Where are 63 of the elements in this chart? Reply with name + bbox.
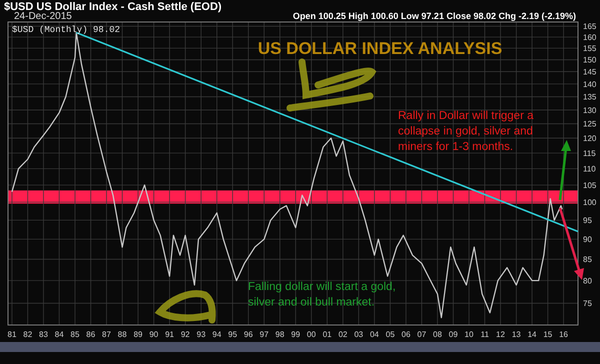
x-tick-label: 98 (275, 330, 285, 339)
x-tick-label: 95 (228, 330, 238, 339)
y-tick-label: 125 (583, 120, 597, 129)
x-tick-label: 04 (370, 330, 380, 339)
y-tick-label: 155 (583, 44, 597, 53)
x-tick-label: 92 (180, 330, 190, 339)
y-tick-label: 80 (583, 276, 592, 286)
x-tick-label: 00 (306, 330, 316, 339)
y-tick-label: 100 (583, 198, 597, 207)
x-tick-label: 83 (39, 330, 48, 339)
chart-subtitle: $USD US Dollar Index - Cash Settle (EOD) (4, 1, 222, 13)
y-tick-label: 105 (583, 180, 597, 190)
x-tick-label: 06 (402, 330, 411, 339)
x-tick-label: 02 (338, 330, 348, 339)
y-tick-label: 110 (583, 164, 596, 174)
x-tick-label: 99 (291, 330, 301, 339)
y-tick-label: 115 (583, 148, 596, 158)
y-tick-label: 85 (583, 255, 592, 264)
y-tick-label: 140 (583, 80, 597, 89)
x-tick-label: 12 (496, 330, 506, 339)
x-tick-label: 96 (244, 330, 254, 339)
x-tick-label: 97 (260, 330, 270, 339)
x-tick-label: 91 (165, 330, 175, 339)
x-tick-label: 81 (8, 330, 17, 339)
x-tick-label: 87 (102, 330, 112, 339)
x-tick-label: 09 (448, 330, 458, 339)
x-tick-label: 94 (212, 330, 222, 339)
x-tick-label: 05 (386, 330, 396, 339)
line-series (11, 32, 563, 318)
x-tick-label: 15 (543, 330, 553, 339)
x-tick-label: 13 (512, 330, 522, 339)
x-tick-label: 88 (118, 330, 128, 339)
annotation: $USD (Monthly) 98.02 (12, 25, 120, 35)
y-tick-label: 160 (583, 32, 597, 42)
x-tick-label: 11 (480, 330, 490, 339)
annotation: Falling dollar will start a gold, silver and oil bull market. (248, 281, 396, 309)
text: US DOLLAR INDEX ANALYSIS (258, 39, 502, 58)
y-tick-label: 130 (583, 106, 597, 115)
x-tick-label: 14 (528, 330, 538, 339)
x-tick-label: 90 (149, 330, 159, 339)
x-tick-label: 93 (196, 330, 206, 339)
x-tick-label: 85 (70, 330, 80, 339)
x-tick-label: 07 (417, 330, 427, 339)
y-tick-label: 145 (583, 67, 597, 76)
annotation: 24-Dec-2015 (14, 11, 72, 22)
x-tick-label: 84 (54, 330, 64, 339)
x-tick-label: 86 (86, 330, 96, 339)
x-tick-label: 01 (322, 330, 332, 339)
annotation: Rally in Dollar will trigger a collapse in gold, silver and miners for 1-3 months. (398, 110, 534, 154)
x-tick-label: 89 (134, 330, 144, 339)
y-tick-label: 95 (583, 216, 592, 226)
text: Open 100.25 High 100.60 Low 97.21 Close 98.02 Chg -2.19 (-2.19%) (292, 11, 576, 21)
x-tick-label: 08 (433, 330, 442, 339)
x-tick-label: 16 (559, 330, 569, 339)
y-tick-label: 165 (583, 22, 597, 32)
x-tick-label: 82 (23, 330, 33, 339)
y-tick-label: 135 (583, 92, 597, 102)
x-tick-label: 10 (464, 330, 474, 339)
y-tick-label: 75 (583, 299, 592, 308)
y-tick-label: 150 (583, 56, 597, 65)
y-tick-label: 90 (583, 235, 592, 244)
y-tick-label: 120 (583, 134, 597, 143)
x-tick-label: 03 (354, 330, 364, 339)
